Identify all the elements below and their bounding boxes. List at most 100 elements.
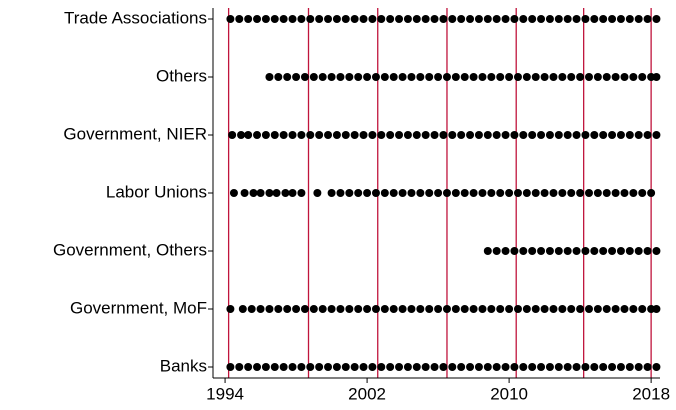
point — [439, 15, 448, 23]
y-tick-label: Government, NIER — [63, 124, 207, 143]
point — [537, 247, 546, 255]
point — [634, 131, 643, 139]
point — [611, 305, 620, 313]
point — [581, 363, 590, 371]
y-tick-label: Government, Others — [53, 240, 207, 259]
point — [643, 15, 652, 23]
point — [474, 131, 483, 139]
point — [590, 15, 599, 23]
point — [377, 131, 386, 139]
point — [341, 15, 350, 23]
point — [537, 15, 546, 23]
point — [590, 247, 599, 255]
point — [421, 131, 430, 139]
point — [395, 15, 404, 23]
point — [505, 73, 514, 81]
point — [634, 247, 643, 255]
point — [265, 189, 274, 197]
point — [274, 305, 283, 313]
point — [522, 73, 531, 81]
point — [572, 247, 581, 255]
point — [540, 73, 549, 81]
point — [244, 363, 253, 371]
point — [425, 189, 434, 197]
point — [528, 363, 537, 371]
point — [354, 189, 363, 197]
point — [492, 15, 501, 23]
point — [270, 15, 279, 23]
point — [238, 305, 247, 313]
point — [354, 305, 363, 313]
point — [545, 247, 554, 255]
point — [363, 189, 372, 197]
point — [531, 189, 540, 197]
point — [270, 131, 279, 139]
point — [513, 305, 522, 313]
point — [448, 131, 457, 139]
point — [469, 73, 478, 81]
point — [288, 15, 297, 23]
point — [599, 363, 608, 371]
point — [407, 305, 416, 313]
point — [540, 189, 549, 197]
point — [474, 15, 483, 23]
point — [253, 363, 262, 371]
point — [625, 15, 634, 23]
point — [625, 131, 634, 139]
point — [332, 15, 341, 23]
point — [510, 131, 519, 139]
point — [228, 131, 237, 139]
point — [616, 247, 625, 255]
point — [389, 189, 398, 197]
point — [309, 73, 318, 81]
point — [531, 73, 540, 81]
point — [226, 15, 235, 23]
point — [576, 305, 585, 313]
point — [380, 189, 389, 197]
point — [407, 189, 416, 197]
point — [616, 363, 625, 371]
point — [478, 305, 487, 313]
point — [519, 15, 528, 23]
point — [434, 73, 443, 81]
point — [528, 15, 537, 23]
point — [616, 131, 625, 139]
point — [522, 305, 531, 313]
point — [625, 247, 634, 255]
point — [377, 363, 386, 371]
point — [558, 73, 567, 81]
point — [442, 189, 451, 197]
point — [274, 73, 283, 81]
point — [368, 15, 377, 23]
point — [261, 363, 270, 371]
point — [336, 73, 345, 81]
point — [510, 15, 519, 23]
point — [496, 189, 505, 197]
point — [466, 15, 475, 23]
point — [324, 131, 333, 139]
point — [593, 189, 602, 197]
point — [563, 131, 572, 139]
point — [265, 73, 274, 81]
point — [350, 131, 359, 139]
point — [487, 73, 496, 81]
point — [306, 131, 315, 139]
point — [416, 189, 425, 197]
point — [528, 131, 537, 139]
point — [315, 131, 324, 139]
point — [341, 363, 350, 371]
point — [421, 15, 430, 23]
point — [359, 15, 368, 23]
point — [647, 189, 656, 197]
point — [235, 15, 244, 23]
point — [599, 247, 608, 255]
point — [368, 363, 377, 371]
point — [483, 131, 492, 139]
point — [371, 73, 380, 81]
point — [412, 131, 421, 139]
point — [386, 15, 395, 23]
point — [451, 189, 460, 197]
x-tick-label: 2018 — [632, 384, 670, 403]
point — [474, 363, 483, 371]
point — [576, 73, 585, 81]
